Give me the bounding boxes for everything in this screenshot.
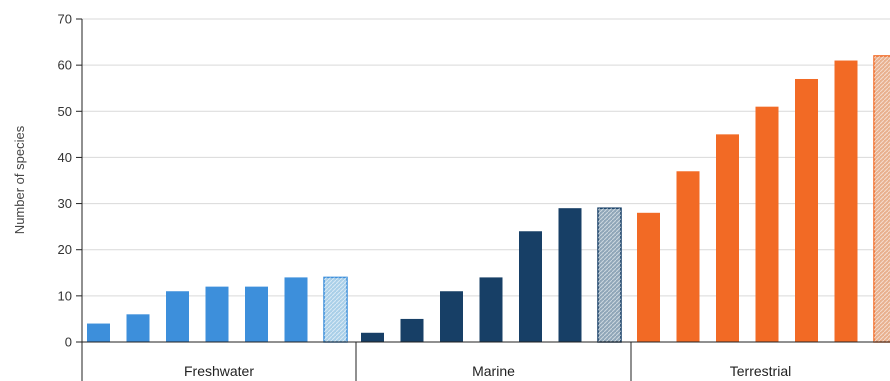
gridlines xyxy=(82,18,890,297)
y-tick-label: 0 xyxy=(65,335,72,350)
bar-freshwater-5 xyxy=(245,286,268,342)
bar-marine-4 xyxy=(479,277,503,342)
bar-terrestrial-6 xyxy=(834,60,858,343)
y-tick-label: 40 xyxy=(58,150,72,165)
bar-marine-3 xyxy=(440,291,463,342)
bar-terrestrial-3 xyxy=(716,134,739,342)
bar-freshwater-1 xyxy=(87,323,110,342)
y-tick-label: 20 xyxy=(58,242,72,257)
y-tick-label: 10 xyxy=(58,288,72,303)
bar-marine-2 xyxy=(400,318,424,342)
y-tick-label: 30 xyxy=(58,196,72,211)
bar-terrestrial-5 xyxy=(795,78,818,342)
bar-marine-6 xyxy=(558,208,582,342)
bar-terrestrial-2 xyxy=(676,171,700,342)
group-label-terrestrial: Terrestrial xyxy=(730,363,791,379)
y-tick-label: 50 xyxy=(58,104,72,119)
bar-hatch-freshwater xyxy=(324,277,347,342)
bar-freshwater-4 xyxy=(205,286,229,342)
group-label-freshwater: Freshwater xyxy=(184,363,254,379)
bar-terrestrial-4 xyxy=(755,106,779,343)
bar-freshwater-3 xyxy=(166,291,189,342)
bar-marine-5 xyxy=(519,231,542,342)
bar-marine-1 xyxy=(361,332,384,342)
axes: 0 10 20 30 40 50 60 70 Freshwater Marine Terrestri… xyxy=(58,12,890,381)
y-axis-title: Number of species xyxy=(12,125,27,234)
bar-hatch-terrestrial xyxy=(874,55,890,343)
bar-hatch-marine xyxy=(598,208,621,342)
bar-freshwater-6 xyxy=(284,277,308,342)
bars xyxy=(87,55,890,343)
bar-freshwater-2 xyxy=(126,314,150,342)
bar-terrestrial-1 xyxy=(637,212,660,342)
y-tick-label: 60 xyxy=(58,58,72,73)
y-tick-label: 70 xyxy=(58,12,72,27)
group-label-marine: Marine xyxy=(472,363,515,379)
